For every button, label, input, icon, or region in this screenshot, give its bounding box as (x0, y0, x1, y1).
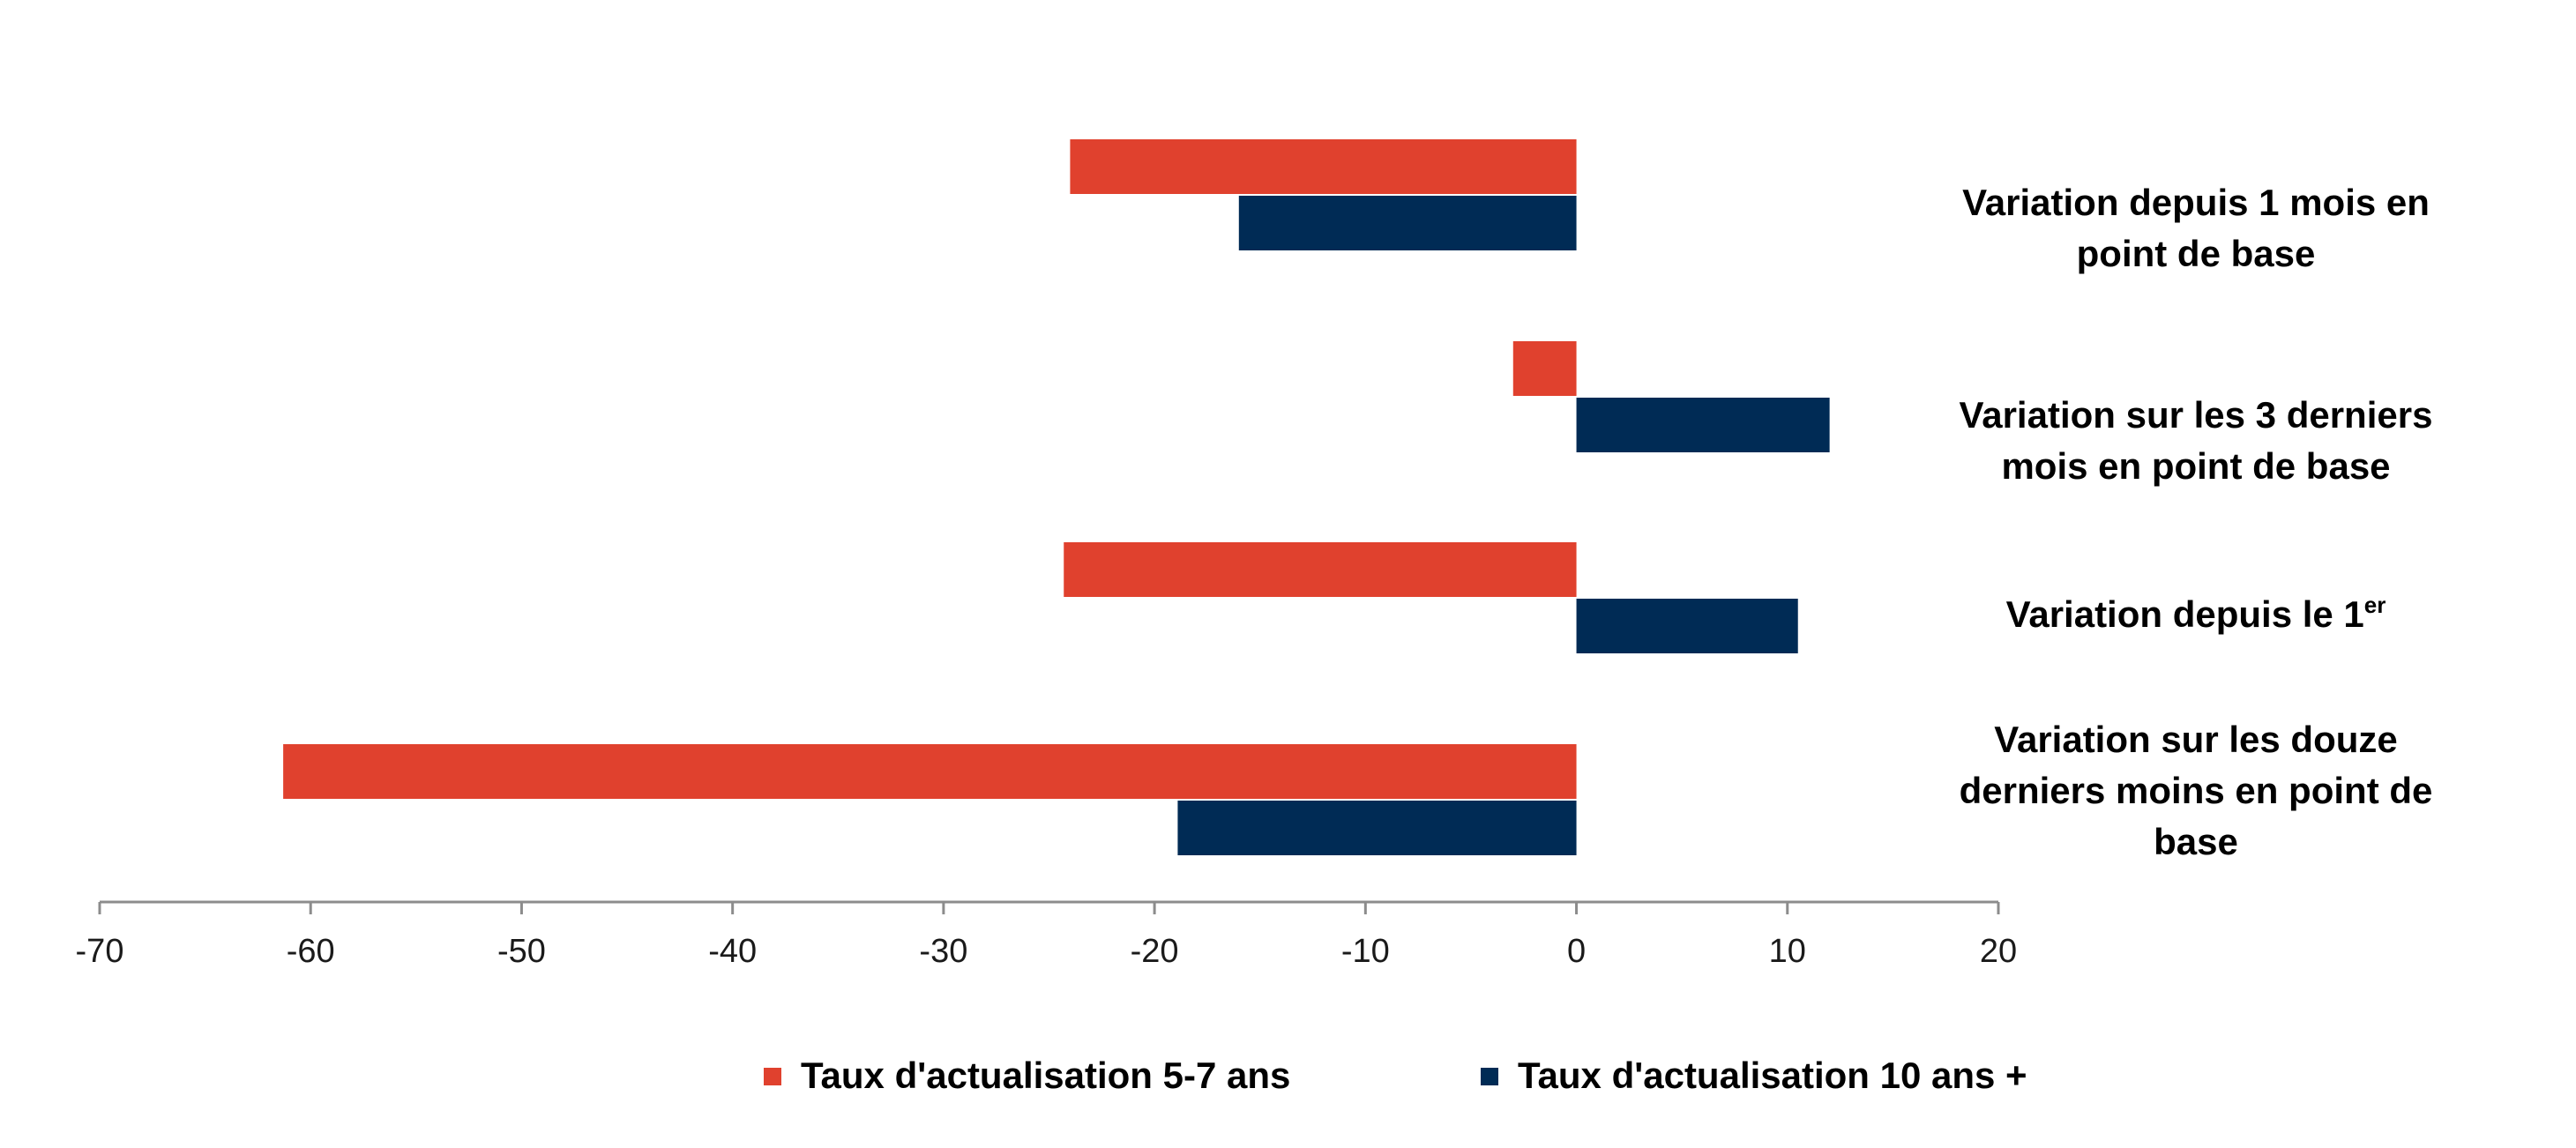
category-label-line: derniers moins en point de (1960, 770, 2433, 811)
legend-swatch (764, 1068, 781, 1085)
category-label: Variation depuis le 1er (2006, 592, 2386, 635)
x-tick-label: -50 (497, 933, 546, 970)
category-label-superscript: er (2364, 592, 2386, 618)
x-tick-label: -10 (1341, 933, 1390, 970)
category-label-line: point de base (2077, 233, 2316, 274)
legend-label: Taux d'actualisation 5-7 ans (801, 1055, 1290, 1096)
category-label: Variation sur les douze derniers moins en… (1960, 719, 2433, 862)
legend-swatch (1481, 1068, 1498, 1085)
bar-taux-10-ans-cat-1 (1238, 196, 1577, 250)
x-tick-label: -70 (76, 933, 124, 970)
x-tick-label: -60 (287, 933, 335, 970)
bar-taux-10-ans-cat-3 (1576, 599, 1798, 653)
bars-layer (283, 139, 1830, 855)
x-axis: -70 -60 -50 -40 -30 -20 -10 0 10 20 (76, 900, 2017, 970)
legend: Taux d'actualisation 5-7 ans Taux d'actua… (764, 1055, 2027, 1096)
x-tick-label: 0 (1567, 933, 1586, 970)
bar-taux-5-7-ans-cat-2 (1512, 341, 1577, 396)
category-label: Variation sur les 3 derniers mois en poin… (1960, 394, 2433, 487)
x-tick-label: -30 (919, 933, 967, 970)
bar-taux-5-7-ans-cat-1 (1070, 139, 1577, 194)
category-label-line: Variation depuis le 1 (2006, 593, 2364, 635)
legend-label: Taux d'actualisation 10 ans + (1518, 1055, 2027, 1096)
category-label-line: Variation depuis 1 mois en (1962, 182, 2430, 223)
category-label-line: mois en point de base (2001, 445, 2390, 487)
bar-taux-10-ans-cat-4 (1177, 801, 1577, 855)
x-tick-label: -40 (708, 933, 757, 970)
bar-taux-10-ans-cat-2 (1576, 398, 1830, 452)
bar-taux-5-7-ans-cat-3 (1064, 542, 1577, 597)
category-label: Variation depuis 1 mois en point de base (1962, 182, 2430, 274)
bar-taux-5-7-ans-cat-4 (283, 744, 1577, 799)
category-label-line: Variation sur les 3 derniers (1960, 394, 2433, 436)
x-tick-label: -20 (1131, 933, 1179, 970)
category-labels: Variation depuis 1 mois en point de baseV… (1960, 182, 2433, 862)
x-tick-label: 20 (1980, 933, 2017, 970)
category-label-line: Variation sur les douze (1994, 719, 2397, 760)
category-label-line: base (2154, 821, 2238, 862)
x-tick-label: 10 (1769, 933, 1806, 970)
